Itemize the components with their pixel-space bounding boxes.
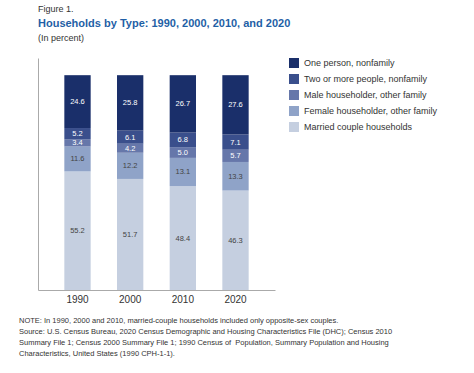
note: Summary File 1; Census 2000 Summary File… xyxy=(19,338,389,347)
data-label: 6.1 xyxy=(125,133,135,142)
note: NOTE: In 1990, 2000 and 2010, married-co… xyxy=(19,316,338,325)
bar-segment xyxy=(222,75,248,134)
data-label: 48.4 xyxy=(176,234,191,243)
data-label: 55.2 xyxy=(70,226,85,235)
data-label: 24.6 xyxy=(70,97,85,106)
data-label: 26.7 xyxy=(176,99,191,108)
legend-item: Female householder, other family xyxy=(289,106,438,116)
note: Characteristics, United States (1990 CPH… xyxy=(19,349,175,358)
series-labels: 24.6 25.8 26.7 27.6 xyxy=(70,97,243,109)
legend-label: Married couple households xyxy=(304,122,413,132)
x-tick-label: 2000 xyxy=(119,294,142,305)
subtitle: (In percent) xyxy=(38,33,84,43)
legend-swatch xyxy=(289,122,299,132)
series-labels: 55.2 51.7 48.4 46.3 xyxy=(70,226,243,245)
data-label: 51.7 xyxy=(123,230,138,239)
legend-label: Male householder, other family xyxy=(304,90,427,100)
series-labels: 3.4 4.2 5.0 5.7 xyxy=(72,138,240,160)
x-tick-label: 2020 xyxy=(224,294,247,305)
chart: Figure 1. Households by Type: 1990, 2000,… xyxy=(0,0,474,373)
bar-segment xyxy=(64,171,90,290)
legend: One person, nonfamily Two or more people,… xyxy=(289,58,438,132)
bar-segment xyxy=(170,186,196,290)
legend-swatch xyxy=(289,90,299,100)
bar-segment xyxy=(117,144,143,153)
data-label: 4.2 xyxy=(125,144,135,153)
data-label: 46.3 xyxy=(228,236,243,245)
data-label: 5.2 xyxy=(72,129,82,138)
series xyxy=(64,139,248,162)
bar-segment xyxy=(222,134,248,149)
figure-label: Figure 1. xyxy=(38,4,74,14)
bar-segment xyxy=(64,75,90,128)
bars xyxy=(64,75,248,290)
legend-swatch xyxy=(289,106,299,116)
title: Households by Type: 1990, 2000, 2010, an… xyxy=(38,17,290,29)
note: Source: U.S. Census Bureau, 2020 Census … xyxy=(19,327,392,336)
data-label: 5.7 xyxy=(230,151,240,160)
bar-segment xyxy=(222,150,248,162)
legend-label: Female householder, other family xyxy=(304,106,438,116)
data-label: 7.1 xyxy=(230,138,240,147)
data-label: 12.2 xyxy=(123,161,138,170)
bar-segment xyxy=(170,75,196,132)
legend-label: Two or more people, nonfamily xyxy=(304,74,428,84)
bar-segment xyxy=(117,179,143,290)
data-label: 3.4 xyxy=(72,138,82,147)
series-labels: 11.6 12.2 13.1 13.3 xyxy=(70,154,242,180)
bar-segment xyxy=(222,162,248,191)
legend-swatch xyxy=(289,58,299,68)
x-tick-label: 2010 xyxy=(172,294,195,305)
series-labels: 5.2 6.1 6.8 7.1 xyxy=(72,129,240,146)
bar-segment xyxy=(64,139,90,146)
y-axis-line xyxy=(38,59,39,291)
data-label: 13.1 xyxy=(176,167,191,176)
data-label: 25.8 xyxy=(123,98,138,107)
data-label: 5.0 xyxy=(178,148,188,157)
bar-segment xyxy=(117,75,143,130)
bar-segment xyxy=(170,133,196,148)
series xyxy=(64,171,248,290)
series xyxy=(64,128,248,150)
data-labels: 55.251.748.446.311.612.213.113.33.44.25.… xyxy=(70,97,243,245)
y-axis xyxy=(38,59,39,291)
legend-label: One person, nonfamily xyxy=(304,58,395,68)
x-axis: 1990 2000 2010 2020 xyxy=(39,291,276,306)
bar-segment xyxy=(64,147,90,172)
data-label: 13.3 xyxy=(228,172,243,181)
x-tick-label: 1990 xyxy=(66,294,89,305)
data-label: 11.6 xyxy=(70,154,84,163)
bar-segment xyxy=(117,131,143,144)
bar-segment xyxy=(170,158,196,186)
legend-item: Two or more people, nonfamily xyxy=(289,74,428,84)
legend-item: One person, nonfamily xyxy=(289,58,395,68)
x-tick: 2010 xyxy=(172,294,195,305)
x-axis-line xyxy=(39,290,276,291)
bar-segment xyxy=(117,153,143,179)
x-tick: 1990 xyxy=(66,294,89,305)
x-tick: 2000 xyxy=(119,294,142,305)
legend-item: Male householder, other family xyxy=(289,90,427,100)
bar-segment xyxy=(222,191,248,290)
series xyxy=(64,75,248,134)
series xyxy=(64,147,248,191)
data-label: 27.6 xyxy=(228,100,243,109)
data-label: 6.8 xyxy=(178,135,188,144)
bar-segment xyxy=(170,147,196,158)
notes: NOTE: In 1990, 2000 and 2010, married-co… xyxy=(19,316,392,358)
legend-item: Married couple households xyxy=(289,122,413,132)
bar-segment xyxy=(64,128,90,139)
x-tick: 2020 xyxy=(224,294,247,305)
legend-swatch xyxy=(289,74,299,84)
